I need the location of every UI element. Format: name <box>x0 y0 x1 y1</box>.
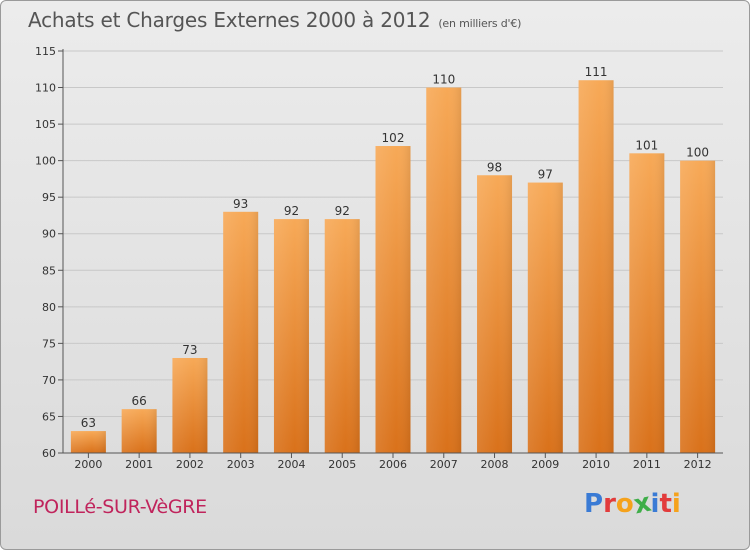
x-tick-label: 2012 <box>684 458 712 471</box>
logo-letter: o <box>615 489 634 519</box>
chart-subtitle: (en milliers d'€) <box>438 17 522 30</box>
value-label: 63 <box>81 416 96 430</box>
bar-shade-2002 <box>172 357 208 453</box>
bars <box>70 80 716 454</box>
y-tick-label: 65 <box>42 410 56 423</box>
axes: 60 65 70 75 80 85 90 95 100 105 110 115 2000 2001 2002… <box>35 45 723 471</box>
x-tick-label: 2005 <box>328 458 356 471</box>
x-tick-label: 2010 <box>582 458 610 471</box>
x-tick-label: 2011 <box>633 458 661 471</box>
value-label: 93 <box>233 197 248 211</box>
y-tick-label: 110 <box>35 82 56 95</box>
value-label: 66 <box>132 394 147 408</box>
y-tick-label: 105 <box>35 118 56 131</box>
y-tick-label: 85 <box>42 264 56 277</box>
bar-shade-2004 <box>273 219 309 453</box>
bar-shade-2008 <box>477 175 513 453</box>
bar-shade-2000 <box>70 431 106 453</box>
x-tick-label: 2001 <box>125 458 153 471</box>
x-tick-label: 2006 <box>379 458 407 471</box>
y-tick-label: 100 <box>35 155 56 168</box>
bar-shade-2011 <box>629 153 665 453</box>
value-label: 111 <box>585 65 608 79</box>
x-tick-label: 2009 <box>531 458 559 471</box>
value-label: 73 <box>182 343 197 357</box>
bar-shade-2009 <box>527 182 563 453</box>
x-tick-label: 2000 <box>74 458 102 471</box>
bar-shade-2003 <box>223 211 259 453</box>
x-tick-label: 2002 <box>176 458 204 471</box>
y-tick-label: 80 <box>42 301 56 314</box>
title-text: Achats et Charges Externes 2000 à 2012 <box>28 8 431 32</box>
y-tick-label: 95 <box>42 191 56 204</box>
value-label: 97 <box>538 168 553 182</box>
y-tick-label: 90 <box>42 228 56 241</box>
x-tick-label: 2008 <box>481 458 509 471</box>
proxiti-logo[interactable]: Proxiti <box>584 488 681 521</box>
logo-letter: i <box>650 489 660 519</box>
x-tick-label: 2004 <box>277 458 305 471</box>
bar-shade-2001 <box>121 409 157 453</box>
value-label: 100 <box>686 146 709 160</box>
logo-letter: P <box>584 489 604 519</box>
x-tick-label: 2003 <box>227 458 255 471</box>
logo-letter: i <box>671 489 681 519</box>
value-label: 110 <box>432 73 455 87</box>
logo-letter: t <box>659 489 672 519</box>
value-label: 102 <box>382 131 405 145</box>
chart-title: Achats et Charges Externes 2000 à 2012 (e… <box>28 8 521 32</box>
bar-shade-2005 <box>324 219 360 453</box>
y-tick-label: 115 <box>35 45 56 58</box>
value-label: 98 <box>487 160 502 174</box>
bar-shade-2012 <box>680 160 716 454</box>
y-tick-label: 75 <box>42 337 56 350</box>
data-labels: 63 66 73 93 92 92 102 110 98 97 111 101 100 <box>81 65 709 430</box>
bar-shade-2006 <box>375 146 411 453</box>
x-tick-label: 2007 <box>430 458 458 471</box>
bar-shade-2007 <box>426 87 462 453</box>
bar-shade-2010 <box>578 80 614 454</box>
value-label: 101 <box>635 138 658 152</box>
logo-letter: r <box>603 489 616 519</box>
value-label: 92 <box>335 204 350 218</box>
y-tick-label: 70 <box>42 374 56 387</box>
commune-name: POILLé-SUR-VèGRE <box>33 496 207 518</box>
value-label: 92 <box>284 204 299 218</box>
y-tick-label: 60 <box>42 447 56 460</box>
